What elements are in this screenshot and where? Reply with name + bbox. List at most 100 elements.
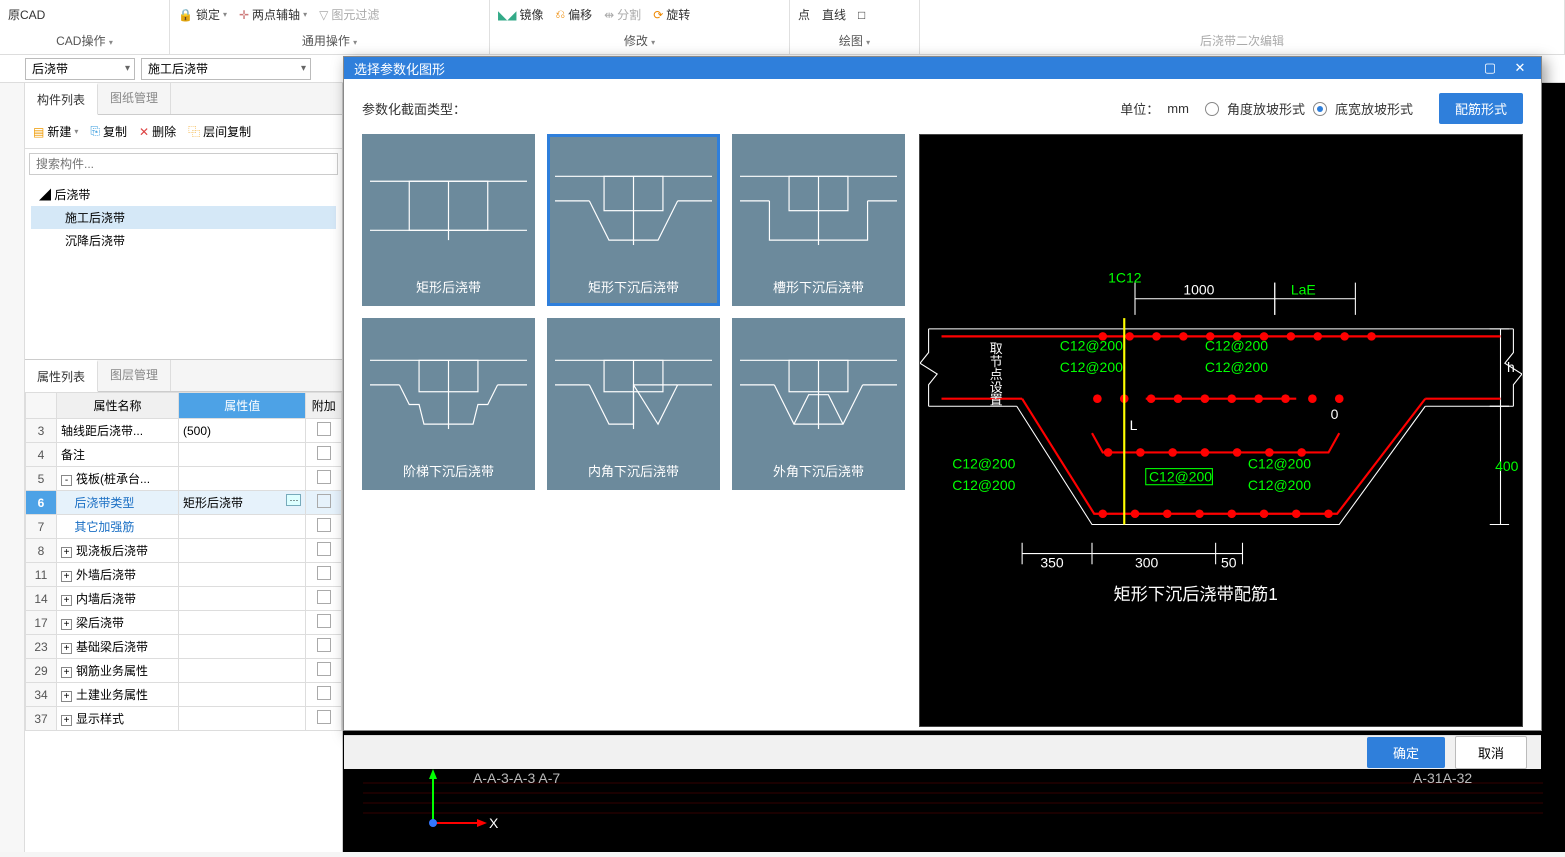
close-button[interactable]: ✕ xyxy=(1509,57,1531,79)
thumb-5[interactable]: 外角下沉后浇带 xyxy=(732,318,905,490)
prop-row[interactable]: 3轴线距后浇带...(500) xyxy=(26,419,342,443)
col-att: 附加 xyxy=(306,393,342,419)
ribbon: 原CAD CAD操作 ▾ 🔒锁定 ▾ ✛两点辅轴 ▾ ▽图元过滤 通用操作 ▾ … xyxy=(0,0,1565,55)
prop-row[interactable]: 37+显示样式 xyxy=(26,707,342,731)
prop-row[interactable]: 7 其它加强筋 xyxy=(26,515,342,539)
thumb-3[interactable]: 阶梯下沉后浇带 xyxy=(362,318,535,490)
svg-text:C12@200: C12@200 xyxy=(1060,337,1123,353)
new-button[interactable]: ▤新建 ▾ xyxy=(29,121,82,142)
combo-category[interactable]: 后浇带 xyxy=(25,58,135,80)
filter-button[interactable]: ▽图元过滤 xyxy=(319,6,379,23)
offset-icon: ⎌ xyxy=(555,7,565,22)
svg-text:350: 350 xyxy=(1040,555,1064,571)
rebar-form-button[interactable]: 配筋形式 xyxy=(1439,93,1523,124)
axis-x-label: X xyxy=(489,815,499,831)
new-icon: ▤ xyxy=(33,125,44,139)
combo-subtype[interactable]: 施工后浇带 xyxy=(141,58,311,80)
cancel-button[interactable]: 取消 xyxy=(1455,736,1527,769)
mirror-button[interactable]: ◣◢镜像 xyxy=(498,6,543,23)
prop-row[interactable]: 4备注 xyxy=(26,443,342,467)
svg-text:C12@200: C12@200 xyxy=(1248,456,1311,472)
tab-properties[interactable]: 属性列表 xyxy=(25,360,98,392)
prop-row[interactable]: 34+土建业务属性 xyxy=(26,683,342,707)
col-value: 属性值 xyxy=(178,393,306,419)
rotate-button[interactable]: ⟳旋转 xyxy=(653,6,690,23)
prop-row[interactable]: 17+梁后浇带 xyxy=(26,611,342,635)
dialog-title: 选择参数化图形 xyxy=(354,59,445,78)
ok-button[interactable]: 确定 xyxy=(1367,737,1445,768)
draw-group-label: 绘图 xyxy=(839,34,863,48)
unit-value: mm xyxy=(1167,101,1189,116)
floorcopy-icon: ⿻ xyxy=(188,123,200,140)
thumb-1[interactable]: 矩形下沉后浇带 xyxy=(547,134,720,306)
axis-icon: ✛ xyxy=(239,8,249,22)
tree-item-settlement[interactable]: 沉降后浇带 xyxy=(31,229,336,252)
radio-width-label: 底宽放坡形式 xyxy=(1335,99,1413,118)
prop-row[interactable]: 8+现浇板后浇带 xyxy=(26,539,342,563)
section-type-label: 参数化截面类型： xyxy=(362,99,466,118)
svg-text:C12@200: C12@200 xyxy=(1205,337,1268,353)
svg-text:C12@200: C12@200 xyxy=(1205,359,1268,375)
two-point-button[interactable]: ✛两点辅轴 ▾ xyxy=(239,6,307,23)
svg-text:300: 300 xyxy=(1135,555,1159,571)
svg-text:50: 50 xyxy=(1221,555,1237,571)
left-pane: 构件列表 图纸管理 ▤新建 ▾ ⎘复制 ✕删除 ⿻层间复制 ◢ 后浇带 施工后浇… xyxy=(0,83,343,852)
thumb-4[interactable]: 内角下沉后浇带 xyxy=(547,318,720,490)
search-input[interactable] xyxy=(29,153,338,175)
svg-text:C12@200: C12@200 xyxy=(1149,468,1212,484)
thumb-2[interactable]: 槽形下沉后浇带 xyxy=(732,134,905,306)
tree-root[interactable]: ◢ 后浇带 xyxy=(31,183,336,206)
svg-text:C12@200: C12@200 xyxy=(952,456,1015,472)
line-button[interactable]: 直线 xyxy=(822,6,846,23)
cad-orig[interactable]: 原CAD xyxy=(8,6,45,23)
prop-row[interactable]: 6 后浇带类型矩形后浇带 ··· xyxy=(26,491,342,515)
preview-panel: 1C12 1000 LaE C12@200 C12@200 C12@200 C1… xyxy=(919,134,1523,727)
tree-item-construction[interactable]: 施工后浇带 xyxy=(31,206,336,229)
svg-text:取节点设置: 取节点设置 xyxy=(988,342,1003,407)
prop-row[interactable]: 5-筏板(桩承台... xyxy=(26,467,342,491)
svg-text:1000: 1000 xyxy=(1183,281,1214,297)
svg-text:0: 0 xyxy=(1331,406,1339,422)
thumb-0[interactable]: 矩形后浇带 xyxy=(362,134,535,306)
split-icon: ⇹ xyxy=(604,8,614,22)
thumb-label: 矩形下沉后浇带 xyxy=(547,271,720,306)
coords-right: A-31A-32 xyxy=(1413,770,1472,786)
offset-button[interactable]: ⎌偏移 xyxy=(555,6,592,23)
general-group-label: 通用操作 xyxy=(302,34,350,48)
dialog-titlebar[interactable]: 选择参数化图形 ▢ ✕ xyxy=(344,57,1541,79)
tab-layers[interactable]: 图层管理 xyxy=(98,360,171,391)
prop-row[interactable]: 23+基础梁后浇带 xyxy=(26,635,342,659)
floor-copy-button[interactable]: ⿻层间复制 xyxy=(184,121,255,142)
preview-caption: 矩形下沉后浇带配筋1 xyxy=(1114,584,1278,604)
unit-label: 单位： xyxy=(1120,99,1159,118)
svg-text:C12@200: C12@200 xyxy=(1060,359,1123,375)
prop-row[interactable]: 29+钢筋业务属性 xyxy=(26,659,342,683)
delete-button[interactable]: ✕删除 xyxy=(135,121,180,142)
radio-angle-label: 角度放坡形式 xyxy=(1227,99,1305,118)
svg-text:LaE: LaE xyxy=(1291,281,1316,297)
thumb-label: 矩形后浇带 xyxy=(362,271,535,306)
copy-button[interactable]: ⎘复制 xyxy=(86,121,131,142)
tab-components[interactable]: 构件列表 xyxy=(25,83,98,115)
thumb-label: 阶梯下沉后浇带 xyxy=(362,455,535,490)
cad-group-label: CAD操作 xyxy=(56,34,105,48)
copy-icon: ⎘ xyxy=(90,124,100,139)
radio-angle[interactable] xyxy=(1205,102,1219,116)
mirror-icon: ◣◢ xyxy=(498,8,516,22)
thumb-label: 内角下沉后浇带 xyxy=(547,455,720,490)
maximize-button[interactable]: ▢ xyxy=(1479,57,1501,79)
tab-drawings[interactable]: 图纸管理 xyxy=(98,83,171,114)
thumb-label: 外角下沉后浇带 xyxy=(732,455,905,490)
point-button[interactable]: 点 xyxy=(798,6,810,23)
prop-row[interactable]: 14+内墙后浇带 xyxy=(26,587,342,611)
lock-button[interactable]: 🔒锁定 ▾ xyxy=(178,6,227,23)
search-box xyxy=(29,153,338,175)
svg-text:1C12: 1C12 xyxy=(1108,270,1142,286)
prop-row[interactable]: 11+外墙后浇带 xyxy=(26,563,342,587)
svg-text:L: L xyxy=(1130,417,1138,433)
thumb-label: 槽形下沉后浇带 xyxy=(732,271,905,306)
radio-width[interactable] xyxy=(1313,102,1327,116)
rect-button[interactable]: □ xyxy=(858,6,865,23)
split-button[interactable]: ⇹分割 xyxy=(604,6,641,23)
delete-icon: ✕ xyxy=(139,125,149,139)
